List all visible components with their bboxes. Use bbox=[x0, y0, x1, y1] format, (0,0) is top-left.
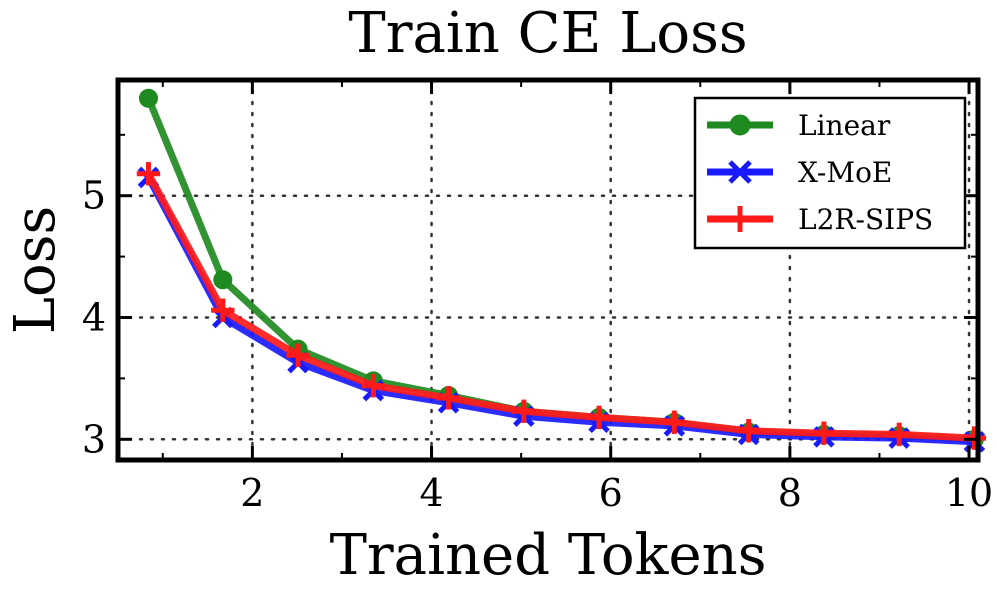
x-tick-label: 8 bbox=[778, 471, 802, 515]
x-tick-label: 10 bbox=[945, 471, 993, 515]
ticks: 2 4 6 8 10 3 4 5 bbox=[82, 80, 993, 515]
series-line bbox=[145, 172, 975, 442]
data-point bbox=[587, 405, 611, 430]
data-point bbox=[512, 399, 536, 423]
series-line bbox=[145, 175, 975, 446]
y-axis-label: Loss bbox=[3, 206, 68, 334]
legend-marker bbox=[729, 114, 751, 136]
data-point bbox=[138, 88, 158, 108]
chart-title: Train CE Loss bbox=[348, 1, 747, 66]
x-tick-label: 4 bbox=[419, 471, 443, 515]
data-point bbox=[812, 421, 836, 445]
legend-label: X-MoE bbox=[798, 156, 892, 189]
data-point bbox=[211, 298, 235, 322]
legend-label: L2R-SIPS bbox=[798, 203, 933, 236]
plot-frame bbox=[115, 77, 981, 463]
x-tick-label: 2 bbox=[240, 471, 264, 515]
x-axis-label: Trained Tokens bbox=[330, 523, 767, 588]
data-point bbox=[286, 343, 310, 367]
legend-marker bbox=[727, 206, 753, 232]
data-point bbox=[436, 386, 461, 410]
series-l2r-sips bbox=[136, 162, 987, 450]
y-tick-label: 4 bbox=[82, 296, 106, 340]
legend-marker bbox=[728, 160, 752, 184]
data-point bbox=[887, 422, 911, 447]
data-point bbox=[213, 270, 233, 290]
legend-label: Linear bbox=[798, 109, 891, 142]
legend: Linear X-MoE L2R-SIPS bbox=[693, 96, 967, 250]
marker-stroke bbox=[728, 160, 752, 184]
x-tick-label: 6 bbox=[599, 471, 623, 515]
data-point bbox=[136, 162, 161, 186]
y-tick-label: 5 bbox=[82, 174, 106, 218]
y-tick-label: 3 bbox=[82, 417, 106, 461]
data-point bbox=[736, 419, 761, 443]
data-point bbox=[662, 410, 687, 434]
data-point bbox=[361, 374, 386, 398]
